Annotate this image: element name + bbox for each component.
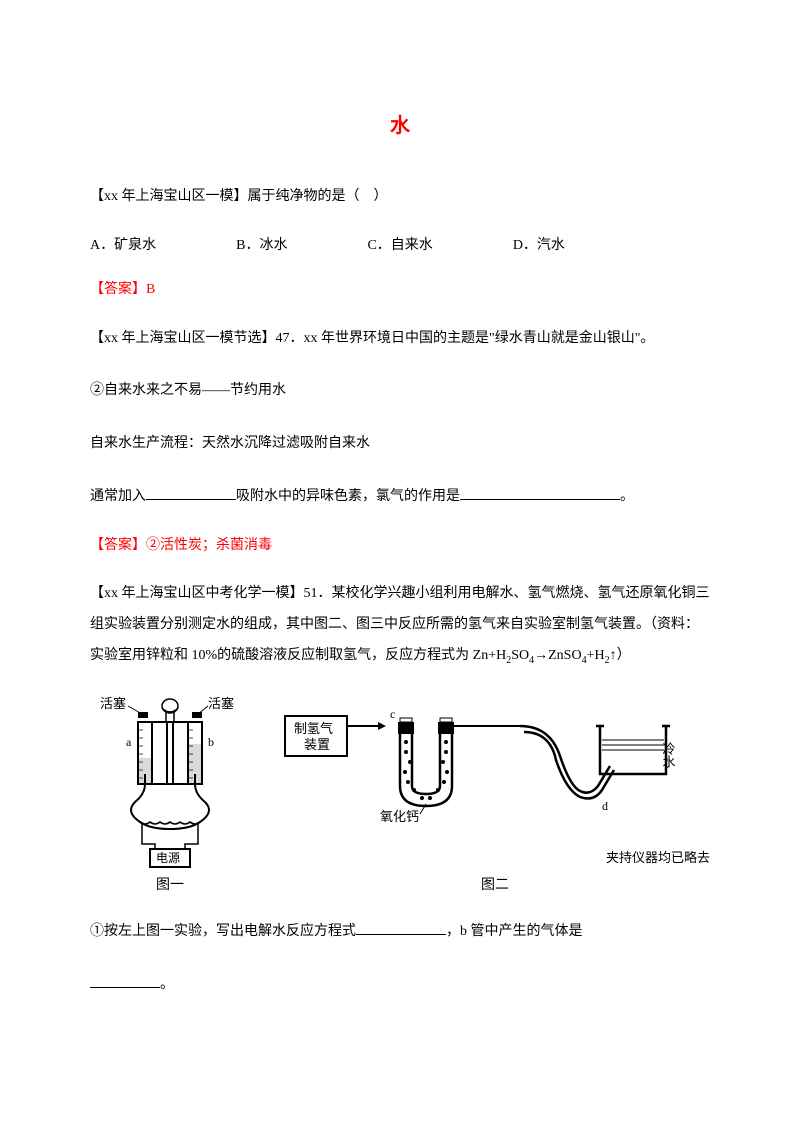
blank-4	[90, 974, 160, 988]
blank-3	[356, 921, 446, 935]
q1-options: A．矿泉水 B．冰水 C．自来水 D．汽水	[90, 235, 710, 257]
blank-2	[460, 486, 620, 500]
q2-line4-b: 吸附水中的异味色素，氯气的作用是	[236, 489, 460, 504]
figures-row: 活塞 活塞	[90, 694, 710, 897]
figure-1: 活塞 活塞	[90, 694, 250, 897]
q2-line4-a: 通常加入	[90, 489, 146, 504]
q2-line2: ②自来水来之不易——节约用水	[90, 376, 710, 407]
fig1-b: b	[208, 735, 214, 749]
page-title: 水	[90, 110, 710, 142]
fig2-box2: 装置	[304, 737, 330, 752]
q1-stem: 【xx 年上海宝山区一模】属于纯净物的是（ ）	[90, 182, 710, 213]
q3-stem-c: →ZnSO	[534, 648, 581, 663]
fig2-cold: 冷水	[661, 742, 676, 768]
q3-1-b: ，b 管中产生的气体是	[446, 924, 583, 939]
q2-stem: 【xx 年上海宝山区一模节选】47．xx 年世界环境日中国的主题是"绿水青山就是…	[90, 324, 710, 355]
fig2-cao: 氧化钙	[380, 809, 419, 824]
figure-2-svg: 制氢气 装置 c 氧化钙	[280, 696, 680, 846]
q2-line4: 通常加入 吸附水中的异味色素，氯气的作用是 。	[90, 482, 710, 513]
q2-line4-c: 。	[620, 489, 634, 504]
q3-stem-e: ↑）	[610, 648, 631, 663]
fig2-d: d	[602, 799, 608, 813]
fig1-a: a	[126, 735, 132, 749]
fig1-dianyuan: 电源	[156, 851, 180, 865]
fig1-huosai-right: 活塞	[208, 696, 234, 711]
fig1-huosai-left: 活塞	[100, 696, 126, 711]
figure-1-svg: 活塞 活塞	[90, 694, 250, 869]
fig2-note: 夹持仪器均已略去	[280, 848, 710, 869]
q1-answer: 【答案】B	[90, 279, 710, 301]
q1-opt-c: C．自来水	[367, 235, 432, 257]
q1-opt-d: D．汽水	[513, 235, 565, 257]
q3-stem-b: SO	[511, 648, 529, 663]
q2-answer: 【答案】②活性炭；杀菌消毒	[90, 535, 710, 557]
figure-2: 制氢气 装置 c 氧化钙	[280, 696, 710, 897]
fig1-label: 图一	[90, 875, 250, 897]
q1-opt-b: B．冰水	[236, 235, 287, 257]
fig2-c: c	[390, 707, 395, 721]
q3-stem-d: +H	[587, 648, 605, 663]
blank-1	[146, 486, 236, 500]
fig2-label: 图二	[280, 875, 710, 897]
fig2-box1: 制氢气	[294, 721, 333, 736]
q2-line3: 自来水生产流程：天然水沉降过滤吸附自来水	[90, 429, 710, 460]
q1-opt-a: A．矿泉水	[90, 235, 156, 257]
q3-sub1-cont: 。	[90, 970, 710, 1001]
q3-stem: 【xx 年上海宝山区中考化学一模】51．某校化学兴趣小组利用电解水、氢气燃烧、氢…	[90, 579, 710, 671]
q3-1-a: ①按左上图一实验，写出电解水反应方程式	[90, 924, 356, 939]
q3-1-c: 。	[160, 977, 174, 992]
q3-sub1: ①按左上图一实验，写出电解水反应方程式 ，b 管中产生的气体是	[90, 917, 710, 948]
